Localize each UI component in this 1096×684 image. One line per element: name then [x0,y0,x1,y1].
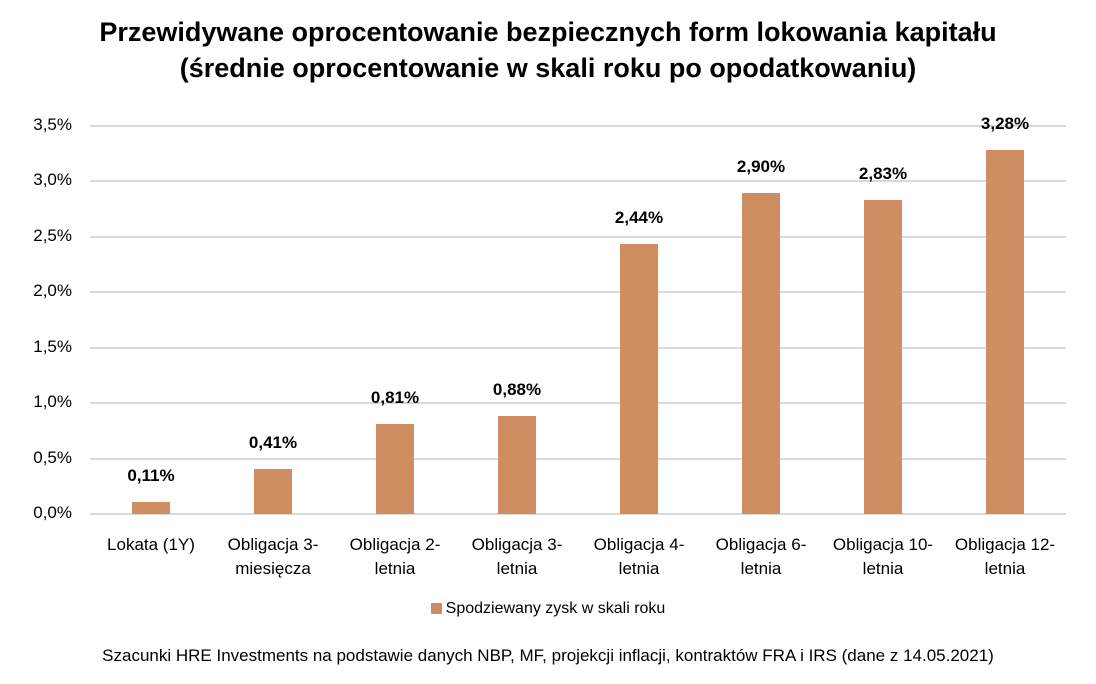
gridline [90,235,1066,238]
chart-title-line2: (średnie oprocentowanie w skali roku po … [179,53,917,83]
y-tick-label: 1,5% [33,336,72,356]
x-tick-label-line2: letnia [740,559,782,578]
bar [620,243,658,514]
data-label: 2,90% [736,156,786,176]
bar [742,192,780,514]
y-tick-label: 2,0% [33,281,72,301]
x-tick-label: Obligacja 3- miesięcza [212,533,334,581]
bar [376,424,414,514]
x-tick-label-line1: Obligacja 3- [227,535,319,554]
x-tick-label-line2: letnia [496,559,538,578]
x-tick-label-line1: Obligacja 6- [715,535,807,554]
x-tick-label-line1: Obligacja 2- [349,535,441,554]
data-label: 0,11% [127,465,175,485]
data-label: 2,83% [858,164,908,184]
gridline [90,125,1066,127]
x-tick-label: Obligacja 10- letnia [822,533,944,581]
bar [254,468,292,514]
x-tick-label: Lokata (1Y) [90,533,212,557]
x-tick-label-line2: miesięcza [235,559,311,578]
x-tick-label-line1: Lokata (1Y) [107,535,195,554]
bar [498,416,536,514]
x-tick-label-line1: Obligacja 3- [471,535,563,554]
y-tick-label: 2,5% [33,225,72,245]
x-tick-label-line2: letnia [374,559,416,578]
gridline [90,402,1066,405]
plot-area: 0,11% 0,41% 0,81% 0,88% 2,44% 2,90% 2,83% 3,28% [90,114,1066,515]
chart-title-line1: Przewidywane oprocentowanie bezpiecznych… [99,17,997,47]
gridline [90,513,1066,515]
data-label: 0,88% [492,380,542,400]
x-tick-label: Obligacja 3- letnia [456,533,578,581]
x-tick-label-line1: Obligacja 4- [593,535,685,554]
x-tick-label-line2: letnia [862,559,904,578]
y-tick-label: 0,5% [33,447,72,467]
y-tick-label: 1,0% [33,392,72,412]
bar [132,501,170,514]
chart-title: Przewidywane oprocentowanie bezpiecznych… [0,14,1096,86]
x-tick-label: Obligacja 12- letnia [944,533,1066,581]
x-tick-label-line1: Obligacja 12- [954,535,1056,554]
gridline [90,457,1066,460]
bar [864,200,902,514]
x-tick-label-line1: Obligacja 10- [832,535,934,554]
source-note: Szacunki HRE Investments na podstawie da… [102,646,994,665]
gridline [90,180,1066,183]
x-tick-label: Obligacja 2- letnia [334,533,456,581]
legend: Spodziewany zysk w skali roku [0,600,1096,618]
legend-label: Spodziewany zysk w skali roku [445,600,666,617]
y-tick-label: 3,0% [33,170,72,190]
legend-swatch [430,603,442,614]
x-tick-label-line2: letnia [618,559,660,578]
y-tick-label: 3,5% [33,115,72,134]
x-tick-label: Obligacja 6- letnia [700,533,822,581]
y-tick-label: 0,0% [33,503,72,522]
gridline [90,291,1066,294]
data-label: 0,41% [248,432,298,452]
gridline [90,346,1066,349]
x-tick-label: Obligacja 4- letnia [578,533,700,581]
data-label: 2,44% [614,207,664,227]
data-label: 0,81% [370,388,420,408]
bar [986,150,1024,514]
x-tick-label-line2: letnia [984,559,1026,578]
data-label: 3,28% [980,114,1030,134]
